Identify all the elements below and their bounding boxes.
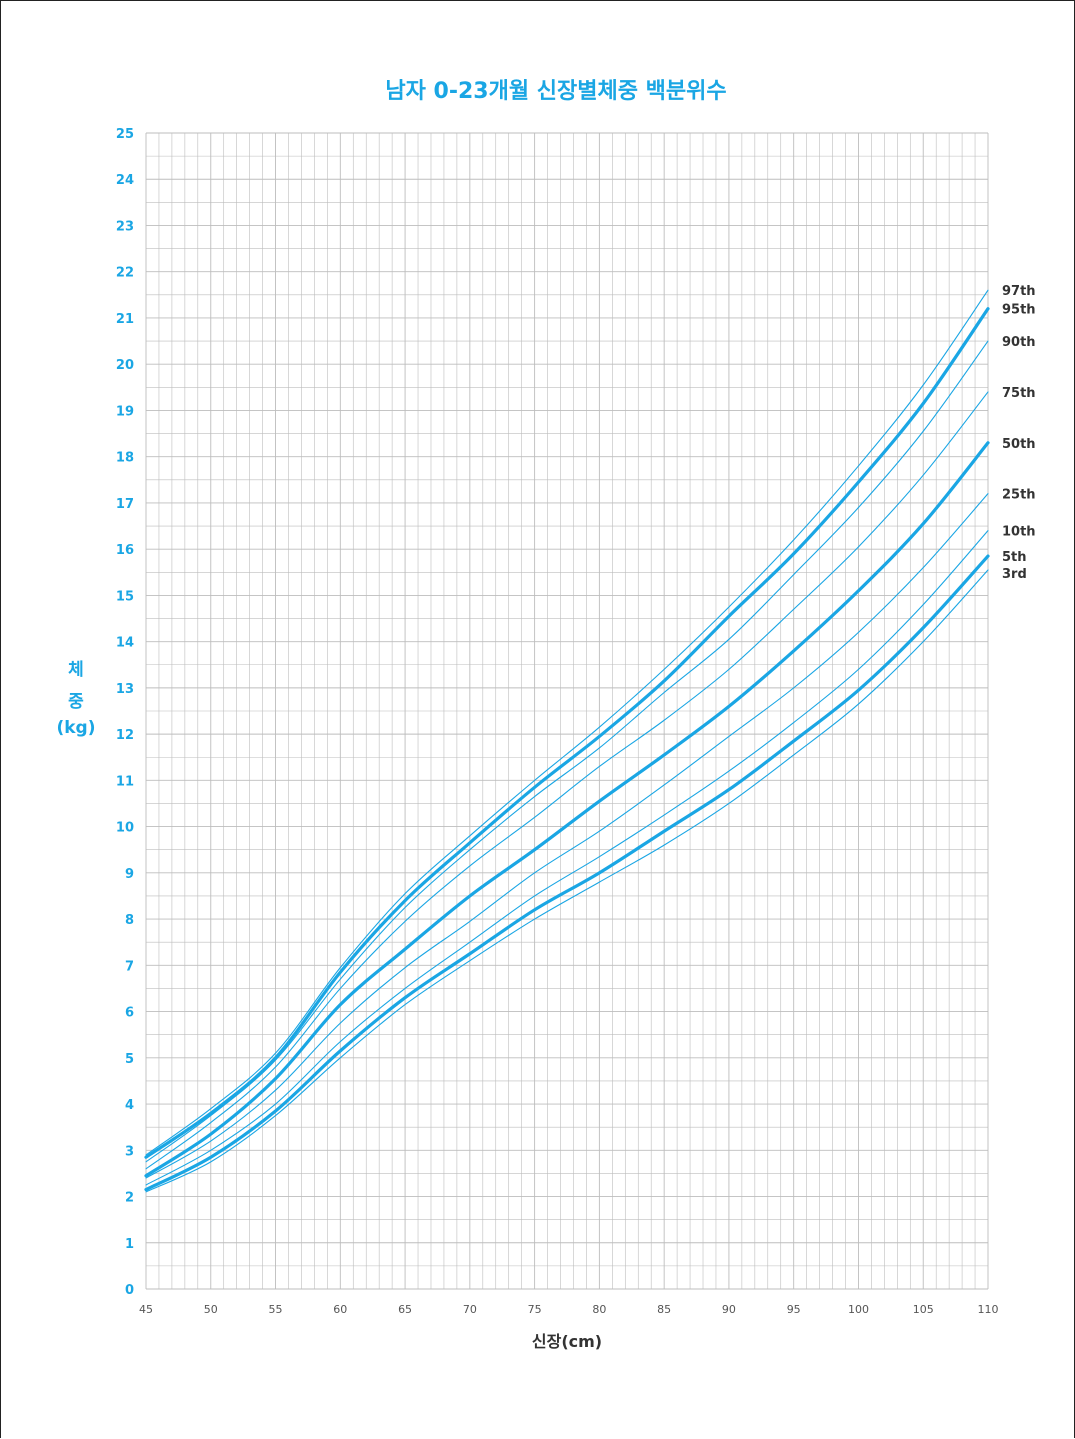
y-tick-label: 9 <box>125 867 134 882</box>
percentile-label-5th: 5th <box>1002 550 1027 565</box>
percentile-line-75th <box>145 391 989 1170</box>
x-tick-label: 45 <box>139 1303 153 1316</box>
percentile-line-5th <box>144 554 990 1192</box>
percentile-label-3rd: 3rd <box>1002 567 1027 582</box>
y-tick-label: 18 <box>116 451 134 466</box>
y-tick-label: 23 <box>116 219 134 234</box>
x-tick-labels: 45 50 55 60 65 70 75 80 85 90 95 100 105 110 <box>139 1303 999 1316</box>
y-tick-label: 6 <box>125 1006 134 1021</box>
y-tick-label: 0 <box>125 1283 134 1298</box>
y-tick-label: 7 <box>125 959 134 974</box>
percentile-line-10th <box>145 530 989 1186</box>
y-tick-label: 10 <box>116 821 134 836</box>
percentile-label-50th: 50th <box>1002 437 1036 452</box>
y-tick-label: 19 <box>116 404 134 419</box>
y-tick-label: 16 <box>116 543 134 558</box>
y-tick-label: 15 <box>116 589 134 604</box>
x-tick-label: 60 <box>333 1303 347 1316</box>
y-tick-label: 5 <box>125 1052 134 1067</box>
percentile-label-10th: 10th <box>1002 525 1036 540</box>
percentile-label-90th: 90th <box>1002 335 1036 350</box>
x-tick-label: 80 <box>592 1303 606 1316</box>
x-tick-label: 110 <box>978 1303 999 1316</box>
x-axis-label: 신장(cm) <box>532 1332 602 1351</box>
x-tick-label: 85 <box>657 1303 671 1316</box>
x-tick-label: 100 <box>848 1303 869 1316</box>
percentile-line-95th <box>144 307 990 1159</box>
x-tick-label: 90 <box>722 1303 736 1316</box>
y-tick-label: 17 <box>116 497 134 512</box>
y-tick-label: 22 <box>116 266 134 281</box>
y-tick-label: 14 <box>116 636 134 651</box>
y-axis-label-line-2: 중 <box>68 692 84 712</box>
percentile-label-25th: 25th <box>1002 488 1036 503</box>
y-axis-label-line-3: (kg) <box>56 718 95 738</box>
percentile-line-3rd <box>145 569 989 1193</box>
y-tick-label: 8 <box>125 913 134 928</box>
y-tick-label: 11 <box>116 774 134 789</box>
y-axis-label-line-1: 체 <box>68 660 84 680</box>
x-tick-label: 70 <box>463 1303 477 1316</box>
x-tick-label: 105 <box>913 1303 934 1316</box>
percentile-line-97th <box>145 289 989 1156</box>
y-tick-label: 12 <box>116 728 134 743</box>
y-tick-label: 4 <box>125 1098 134 1113</box>
y-tick-label: 1 <box>125 1237 134 1252</box>
x-tick-label: 50 <box>204 1303 218 1316</box>
y-tick-labels: 0123456789101112131415161718192021222324… <box>116 127 134 1298</box>
percentile-label-75th: 75th <box>1002 386 1036 401</box>
percentile-label-95th: 95th <box>1002 303 1036 318</box>
percentile-line-90th <box>145 340 989 1163</box>
percentile-lines <box>144 289 990 1193</box>
y-tick-label: 24 <box>116 173 134 188</box>
percentile-labels: 97th 95th 90th 75th 50th 25th 10th 5th 3rd <box>1002 284 1036 582</box>
percentile-line-25th <box>145 493 989 1179</box>
y-tick-label: 25 <box>116 127 134 142</box>
y-tick-label: 21 <box>116 312 134 327</box>
chart-title: 남자 0-23개월 신장별체중 백분위수 <box>385 79 726 104</box>
grid <box>145 132 989 1290</box>
y-tick-label: 13 <box>116 682 134 697</box>
x-tick-label: 75 <box>528 1303 542 1316</box>
x-tick-label: 55 <box>269 1303 283 1316</box>
y-tick-label: 2 <box>125 1191 134 1206</box>
y-tick-label: 3 <box>125 1144 134 1159</box>
percentile-line-50th <box>144 441 990 1178</box>
x-tick-label: 95 <box>787 1303 801 1316</box>
percentile-label-97th: 97th <box>1002 284 1036 299</box>
y-tick-label: 20 <box>116 358 134 373</box>
x-tick-label: 65 <box>398 1303 412 1316</box>
